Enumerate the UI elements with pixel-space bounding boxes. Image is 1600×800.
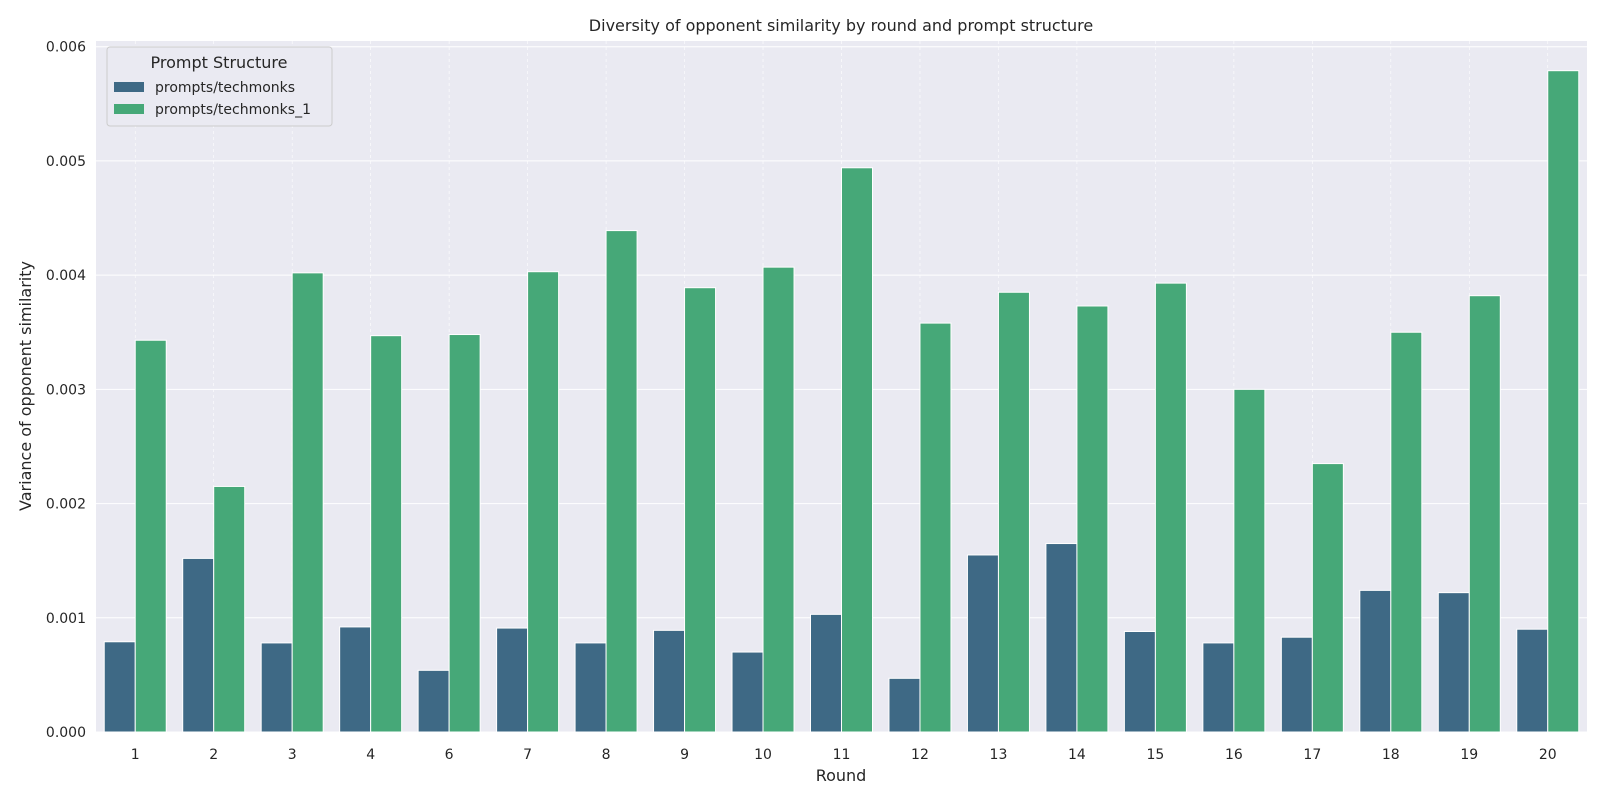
y-tick-label: 0.004 xyxy=(46,268,86,284)
bar-series-1-8 xyxy=(574,642,607,733)
y-tick-label: 0.000 xyxy=(46,725,86,741)
y-tick-label: 0.003 xyxy=(46,382,86,398)
x-axis-title: Round xyxy=(816,766,867,785)
legend-swatch-series-1 xyxy=(114,82,144,92)
bar-series-2-13 xyxy=(997,291,1030,733)
bar-series-1-9 xyxy=(653,629,686,733)
bar-series-1-11 xyxy=(810,613,842,733)
bar-series-1-16 xyxy=(1202,642,1235,733)
legend: Prompt Structure prompts/techmonks promp… xyxy=(106,46,333,127)
bars xyxy=(103,70,1580,733)
x-tick-label: 8 xyxy=(602,747,611,763)
bar-series-2-1 xyxy=(134,339,167,733)
x-tick-label: 6 xyxy=(445,747,454,763)
bar-series-2-10 xyxy=(762,266,795,733)
bar-series-1-10 xyxy=(731,651,764,733)
bar-series-1-18 xyxy=(1359,589,1392,733)
x-tick-label: 12 xyxy=(911,747,929,763)
bar-series-2-18 xyxy=(1390,331,1423,733)
bar-series-2-20 xyxy=(1547,70,1580,733)
bar-series-1-17 xyxy=(1280,636,1313,733)
x-tick-label: 19 xyxy=(1460,747,1478,763)
bar-series-2-4 xyxy=(370,335,403,733)
bar-series-1-1 xyxy=(103,641,136,733)
legend-box xyxy=(106,46,333,127)
legend-label-series-1: prompts/techmonks xyxy=(155,80,295,96)
bar-series-1-20 xyxy=(1516,628,1549,733)
x-tick-label: 11 xyxy=(833,747,851,763)
bar-series-2-8 xyxy=(605,230,638,733)
bar-series-1-15 xyxy=(1123,630,1156,733)
legend-label-series-2: prompts/techmonks_1 xyxy=(155,102,311,118)
x-axis-ticks: 1 2 3 4 6 7 8 9 10 11 12 13 14 15 16 17 18 19 20 xyxy=(131,747,1557,763)
bar-series-2-14 xyxy=(1076,305,1109,733)
bar-series-1-4 xyxy=(339,626,372,733)
x-tick-label: 4 xyxy=(366,747,375,763)
bar-series-2-17 xyxy=(1311,463,1344,733)
bar-series-1-13 xyxy=(966,554,999,733)
x-tick-label: 15 xyxy=(1146,747,1164,763)
legend-title: Prompt Structure xyxy=(151,53,288,72)
bar-series-2-9 xyxy=(684,287,717,733)
bar-series-2-15 xyxy=(1154,282,1187,733)
x-tick-label: 13 xyxy=(990,747,1008,763)
bar-series-1-2 xyxy=(182,557,215,733)
bar-series-2-7 xyxy=(527,271,560,733)
bar-series-1-12 xyxy=(888,677,921,733)
y-tick-label: 0.002 xyxy=(46,497,86,513)
bar-series-1-14 xyxy=(1045,543,1078,733)
bar-series-2-19 xyxy=(1468,295,1501,733)
y-axis-ticks: 0.000 0.001 0.002 0.003 0.004 0.005 0.006 xyxy=(46,40,86,741)
y-tick-label: 0.001 xyxy=(46,611,86,627)
bar-series-2-2 xyxy=(213,485,246,733)
bar-series-2-16 xyxy=(1233,388,1266,733)
bar-series-2-11 xyxy=(841,167,873,733)
x-tick-label: 17 xyxy=(1303,747,1321,763)
bar-series-2-12 xyxy=(919,322,952,733)
y-tick-label: 0.006 xyxy=(46,40,86,56)
bar-series-1-6 xyxy=(417,669,450,733)
bar-series-1-7 xyxy=(496,627,529,733)
x-tick-label: 20 xyxy=(1539,747,1557,763)
x-tick-label: 1 xyxy=(131,747,140,763)
bar-series-1-19 xyxy=(1437,592,1470,733)
chart-title: Diversity of opponent similarity by roun… xyxy=(589,16,1093,35)
x-tick-label: 10 xyxy=(754,747,772,763)
bar-series-2-3 xyxy=(291,272,324,733)
x-tick-label: 7 xyxy=(523,747,532,763)
x-tick-label: 18 xyxy=(1382,747,1400,763)
bar-series-1-3 xyxy=(260,642,293,733)
x-tick-label: 16 xyxy=(1225,747,1243,763)
x-tick-label: 3 xyxy=(288,747,297,763)
bar-series-2-6 xyxy=(448,334,481,733)
x-tick-label: 14 xyxy=(1068,747,1086,763)
x-tick-label: 2 xyxy=(209,747,218,763)
y-axis-title: Variance of opponent similarity xyxy=(16,261,35,511)
x-tick-label: 9 xyxy=(680,747,689,763)
y-tick-label: 0.005 xyxy=(46,154,86,170)
legend-swatch-series-2 xyxy=(114,104,144,114)
